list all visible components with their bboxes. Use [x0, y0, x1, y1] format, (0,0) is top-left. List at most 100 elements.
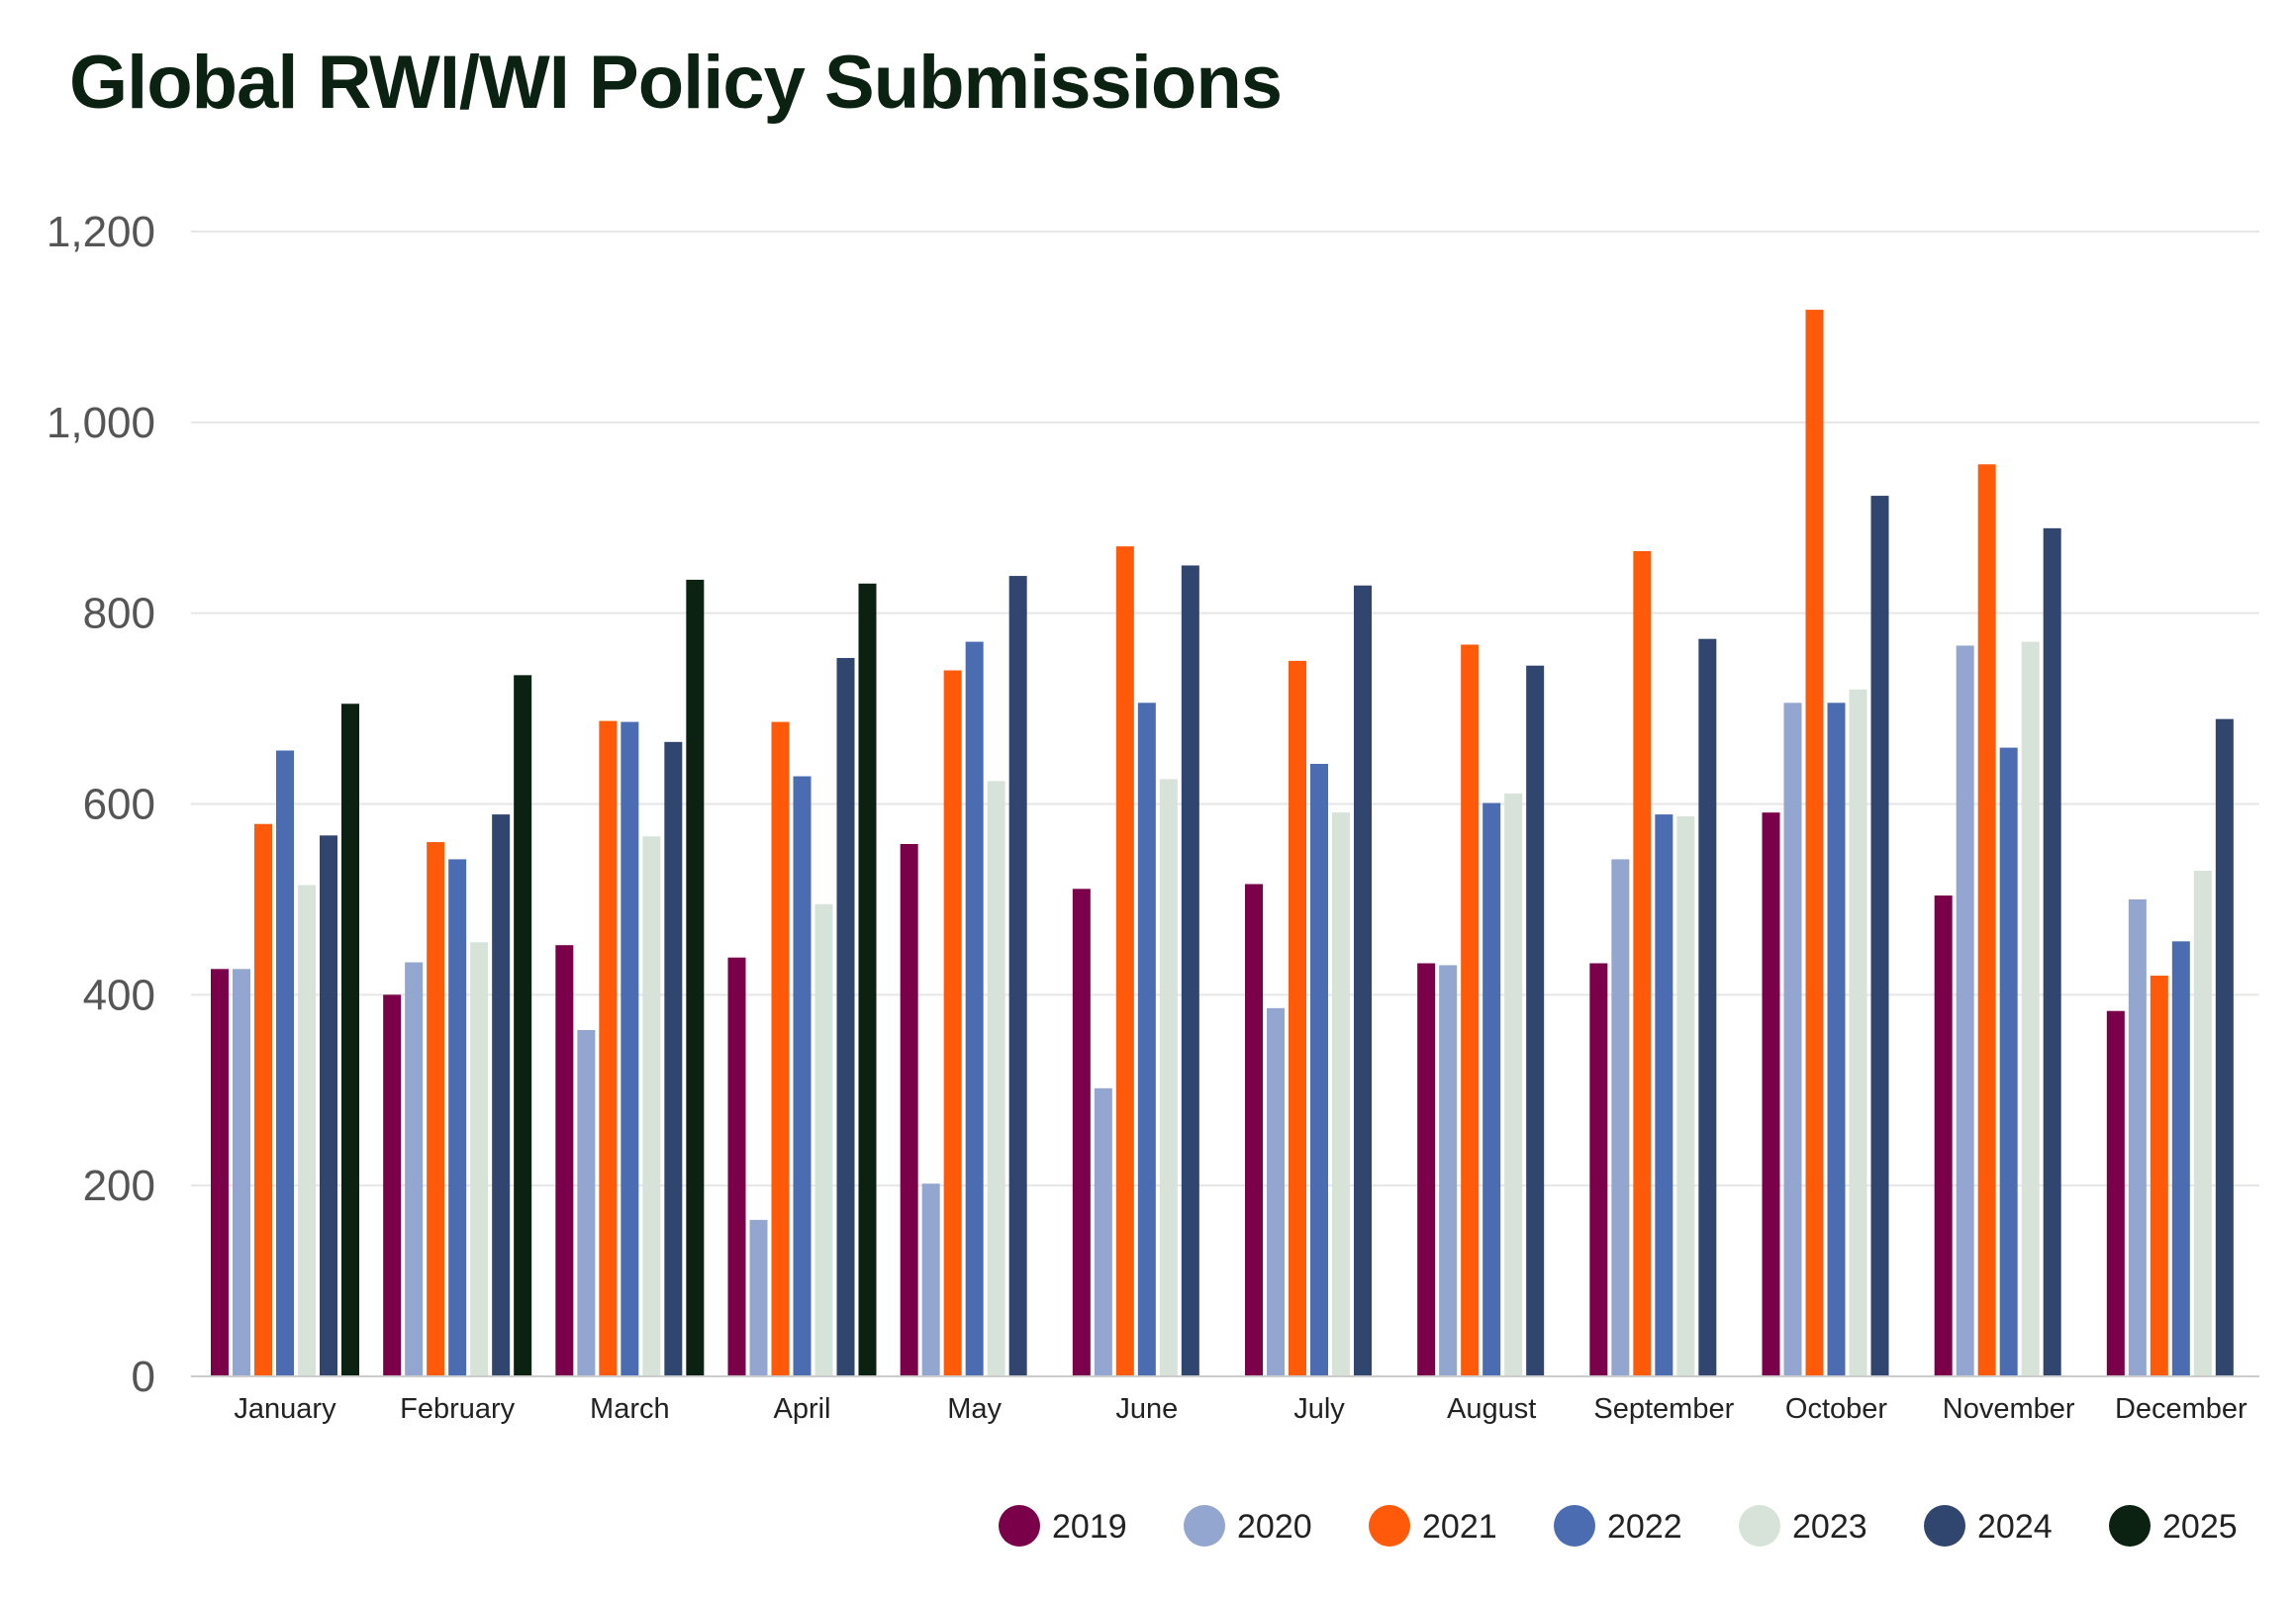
bar-2020-september [1611, 859, 1630, 1376]
bar-2019-august [1417, 963, 1436, 1376]
bar-2020-november [1956, 645, 1974, 1376]
bar-2024-august [1526, 665, 1545, 1376]
bar-2025-january [341, 704, 359, 1376]
x-category-label: September [1593, 1393, 1734, 1425]
bar-2023-february [470, 942, 489, 1376]
x-category-label: March [590, 1393, 670, 1425]
bar-2020-december [2128, 898, 2147, 1376]
bar-2023-september [1676, 816, 1695, 1376]
legend-item-2019: 2019 [999, 1505, 1127, 1547]
bar-2023-june [1159, 779, 1178, 1376]
bar-2019-october [1762, 812, 1780, 1376]
bar-2024-april [836, 657, 855, 1376]
x-category-label: May [947, 1393, 1002, 1425]
y-tick-label: 1,000 [47, 399, 155, 447]
legend-swatch [999, 1505, 1040, 1547]
bar-2021-july [1289, 660, 1306, 1376]
bar-2020-february [405, 962, 424, 1376]
legend-item-2025: 2025 [2109, 1505, 2238, 1547]
bar-2021-february [427, 842, 445, 1376]
bar-2020-march [577, 1030, 596, 1376]
y-tick-label: 1,200 [47, 208, 155, 256]
bar-2023-august [1504, 793, 1523, 1376]
y-tick-label: 200 [83, 1162, 155, 1210]
bar-2022-april [793, 776, 812, 1376]
bar-2020-october [1783, 703, 1802, 1376]
bar-2025-april [858, 583, 877, 1376]
bar-2019-september [1589, 963, 1608, 1376]
bar-2024-november [2043, 527, 2061, 1376]
x-category-label: July [1293, 1393, 1345, 1425]
bar-2020-july [1267, 1007, 1285, 1376]
bar-2021-december [2150, 976, 2168, 1376]
bar-2024-may [1008, 576, 1027, 1376]
legend-label: 2021 [1422, 1508, 1497, 1546]
bar-2025-march [686, 579, 705, 1376]
legend-label: 2023 [1792, 1508, 1867, 1546]
bar-2024-september [1698, 638, 1717, 1376]
x-category-label: June [1115, 1393, 1178, 1425]
x-category-label: February [400, 1393, 516, 1425]
bar-2021-august [1461, 644, 1480, 1376]
bar-2022-june [1137, 703, 1156, 1376]
y-tick-label: 600 [83, 781, 155, 829]
bar-2022-december [2171, 941, 2190, 1376]
bar-2024-december [2215, 718, 2234, 1376]
x-category-label: December [2115, 1393, 2248, 1425]
bar-2024-july [1354, 585, 1372, 1376]
bar-2023-april [814, 903, 833, 1376]
bar-2024-june [1181, 565, 1199, 1376]
legend-item-2020: 2020 [1184, 1505, 1312, 1547]
bar-2022-february [448, 859, 467, 1376]
legend-label: 2024 [1977, 1508, 2053, 1546]
bar-2019-june [1072, 889, 1091, 1376]
x-category-label: October [1785, 1393, 1887, 1425]
chart-title: Global RWI/WI Policy Submissions [69, 41, 1283, 125]
bar-2023-december [2193, 870, 2212, 1376]
bar-2021-september [1633, 550, 1652, 1376]
bar-2021-january [254, 823, 272, 1376]
y-tick-label: 400 [83, 971, 155, 1019]
bar-2021-march [599, 720, 618, 1376]
x-category-label: January [234, 1393, 336, 1425]
grid-lines [191, 231, 2259, 1187]
legend-label: 2020 [1237, 1508, 1312, 1546]
bar-2021-april [771, 721, 790, 1376]
bar-2022-january [276, 750, 294, 1376]
bar-2020-may [921, 1183, 940, 1376]
y-axis-ticks: 0 200 400 600 800 1,000 1,200 [47, 208, 155, 1401]
bar-2019-january [211, 969, 229, 1376]
bar-2023-may [987, 781, 1005, 1376]
bar-2020-august [1439, 965, 1458, 1376]
bar-2023-november [2021, 641, 2040, 1376]
bar-2019-july [1245, 884, 1263, 1376]
bar-2023-march [642, 836, 661, 1376]
bar-2024-march [664, 741, 683, 1376]
bar-2021-june [1115, 546, 1134, 1376]
legend-swatch [1739, 1505, 1780, 1547]
bar-2022-september [1655, 814, 1674, 1376]
bar-2021-november [1977, 464, 1996, 1376]
bar-2022-november [1999, 747, 2018, 1376]
bar-2020-june [1094, 1087, 1112, 1376]
bar-2019-may [900, 843, 918, 1376]
bar-2020-april [749, 1219, 768, 1376]
bar-2023-july [1332, 812, 1350, 1376]
bar-2020-january [233, 969, 250, 1376]
bar-2019-november [1934, 895, 1953, 1376]
x-category-label: August [1447, 1393, 1536, 1425]
bar-2019-april [727, 957, 746, 1376]
bar-2024-january [320, 835, 337, 1376]
legend-swatch [1369, 1505, 1410, 1547]
legend-swatch [1184, 1505, 1225, 1547]
legend-item-2024: 2024 [1924, 1505, 2053, 1547]
bar-2022-march [621, 721, 639, 1376]
legend-item-2021: 2021 [1369, 1505, 1497, 1547]
bar-2023-january [298, 885, 316, 1376]
bar-2023-october [1849, 689, 1867, 1376]
legend-swatch [1554, 1505, 1595, 1547]
bar-2022-may [965, 641, 984, 1376]
y-tick-label: 0 [132, 1353, 155, 1401]
bar-2019-march [555, 945, 574, 1376]
